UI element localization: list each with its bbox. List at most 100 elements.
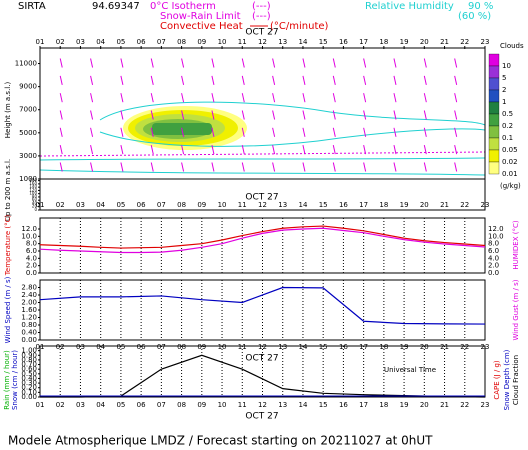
wind-arrow: [90, 58, 94, 68]
wind-arrow: [454, 127, 458, 137]
x-tick-label: 07: [157, 201, 166, 209]
wind-arrow: [181, 145, 185, 155]
y2-tick-label: 8.0: [488, 240, 499, 248]
y-axis-label: Snow (cm / hour): [11, 350, 19, 410]
date-label: OCT 27: [245, 193, 278, 203]
wind-arrow: [150, 145, 154, 155]
wind-arrow: [120, 145, 124, 155]
legend-label: 0.01: [502, 170, 518, 178]
y-tick-label: 10.0: [21, 232, 37, 240]
wind-arrow: [393, 75, 397, 85]
x-tick-label: 21: [440, 343, 449, 351]
wind-arrow: [393, 127, 397, 137]
x-tick-label: 16: [339, 401, 348, 409]
x-tick-label: 16: [339, 201, 348, 209]
legend-swatch: [488, 77, 500, 91]
x-tick-label: 14: [298, 401, 307, 409]
x-tick-label: 10: [218, 38, 227, 46]
x-tick-label: 04: [96, 401, 105, 409]
wind-arrow: [241, 145, 245, 155]
wind-arrow: [241, 162, 245, 172]
y-tick-label: 0.80: [21, 321, 37, 329]
legend-swatch: [488, 137, 500, 151]
convective-key: (°C/minute): [270, 21, 329, 32]
wind-arrow: [181, 75, 185, 85]
wind-arrow: [363, 145, 367, 155]
x-tick-label: 09: [197, 401, 206, 409]
x-tick-label: 12: [258, 201, 267, 209]
wind-arrow: [363, 75, 367, 85]
wind-arrow: [120, 110, 124, 120]
y-tick-label: 0.80: [21, 356, 37, 364]
wind-arrow: [423, 58, 427, 68]
wind-arrow: [272, 93, 276, 103]
y-tick-label: 2.0: [26, 262, 37, 270]
wind-arrow: [59, 145, 63, 155]
y-tick-label: 11000: [15, 60, 37, 68]
wind-arrow: [211, 75, 215, 85]
wind-arrow: [181, 110, 185, 120]
y-tick-label: 0.40: [21, 374, 37, 382]
wind-arrow: [59, 75, 63, 85]
y-tick-label: 0.70: [21, 361, 37, 369]
y2-tick-label: 40: [32, 200, 38, 205]
legend-title: Clouds: [500, 42, 524, 50]
wind-arrow: [59, 110, 63, 120]
x-tick-label: 09: [197, 343, 206, 351]
x-tick-label: 13: [278, 201, 287, 209]
y2-tick-label: 80: [32, 194, 38, 199]
wind-arrow: [90, 110, 94, 120]
x-tick-label: 11: [238, 343, 247, 351]
x-tick-label: 08: [177, 401, 186, 409]
snow-rain-key: (---): [252, 11, 271, 22]
wind-arrow: [302, 75, 306, 85]
x-tick-label: 18: [379, 201, 388, 209]
x-tick-label: 19: [400, 401, 409, 409]
wind-arrow: [393, 145, 397, 155]
wind-arrow: [332, 58, 336, 68]
y-axis-label: Temperature (°C): [4, 215, 12, 277]
x-tick-label: 12: [258, 401, 267, 409]
legend-swatch: [488, 161, 500, 175]
wind-arrow: [332, 93, 336, 103]
wind-arrow: [454, 93, 458, 103]
x-tick-label: 06: [137, 343, 146, 351]
wind-arrow: [181, 93, 185, 103]
x-tick-label: 19: [400, 201, 409, 209]
wind-arrow: [211, 110, 215, 120]
series-line: [39, 286, 486, 325]
y-tick-label: 1.60: [21, 306, 37, 314]
x-tick-label: 11: [238, 38, 247, 46]
rh-low: (60 %): [458, 11, 491, 22]
wind-arrow: [211, 145, 215, 155]
convective: Convective Heat: [160, 21, 243, 32]
footer: Modele Atmospherique LMDZ / Forecast sta…: [8, 434, 433, 448]
y-tick-label: 0.60: [21, 365, 37, 373]
wind-arrow: [150, 93, 154, 103]
x-tick-label: 05: [116, 343, 125, 351]
legend-label: 0.5: [502, 110, 513, 118]
x-tick-label: 16: [339, 343, 348, 351]
y-tick-label: 0.00: [21, 393, 37, 401]
wind-arrow: [454, 145, 458, 155]
y2-tick-label: 2.0: [488, 262, 499, 270]
y-tick-label: 1000: [19, 175, 37, 183]
x-tick-label: 09: [197, 201, 206, 209]
x-tick-label: 22: [460, 401, 469, 409]
wind-arrow: [150, 75, 154, 85]
x-tick-label: 06: [137, 38, 146, 46]
wind-arrow: [363, 162, 367, 172]
x-tick-label: 15: [319, 401, 328, 409]
x-tick-label: 14: [298, 38, 307, 46]
y-tick-label: 1.20: [21, 314, 37, 322]
series-line: [39, 227, 486, 254]
wind-arrow: [363, 110, 367, 120]
legend-swatch: [488, 53, 500, 67]
y-tick-label: 9000: [19, 83, 37, 91]
x-tick-label: 01: [36, 343, 45, 351]
x-tick-label: 23: [481, 38, 490, 46]
wind-arrow: [454, 58, 458, 68]
panel-frame: [39, 47, 486, 211]
x-tick-label: 01: [36, 38, 45, 46]
